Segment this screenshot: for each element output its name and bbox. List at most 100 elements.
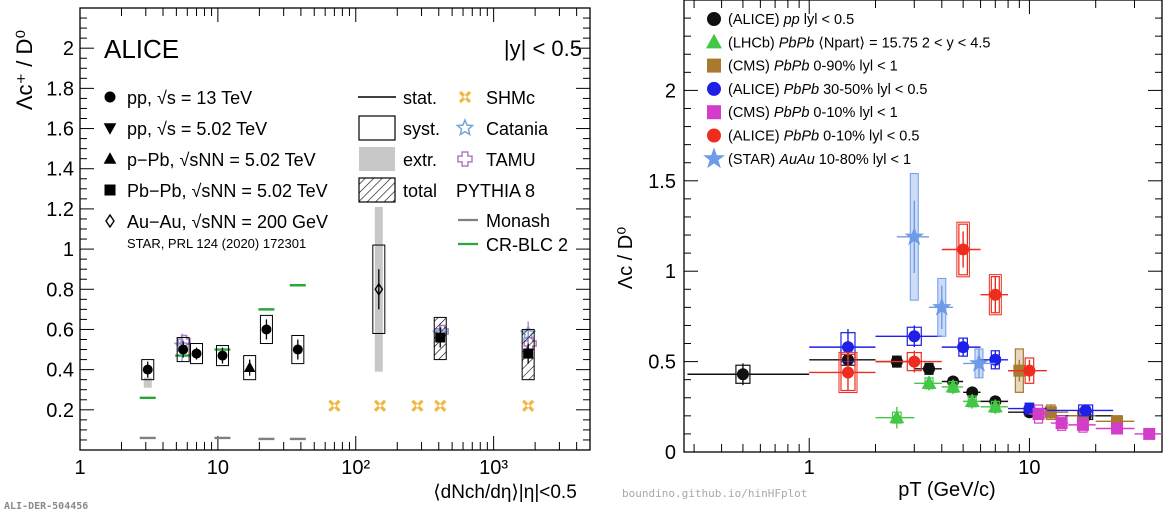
syst-box: [259, 314, 273, 345]
extr-band: [143, 377, 152, 388]
legend-total-box: [358, 177, 396, 203]
left-x-tick-labels: 1 10 10² 10³: [74, 457, 508, 479]
legend-marker-lhcb-pbpb: [706, 33, 722, 49]
legend-label-star-auau: (STAR) AuAu 10-80% lyl < 1: [728, 152, 911, 168]
series-alice-30-50: [809, 325, 1114, 417]
legend-label-lhcb-pbpb: (LHCb) PbPb ⟨Npart⟩ = 15.75 2 < y < 4.5: [728, 35, 990, 51]
data-point-cms-0-10: [1143, 427, 1156, 440]
legend-extr-label: extr.: [403, 150, 437, 170]
rapidity-label: |y| < 0.5: [504, 36, 582, 61]
legend-catania-star: [455, 118, 475, 137]
left-y-tick-label: 0.6: [46, 319, 74, 341]
shmc-mark: [328, 399, 341, 412]
syst-box: [372, 244, 386, 334]
data-point-alice-30-50: [841, 341, 854, 354]
data-point-cms-0-10: [1055, 417, 1068, 430]
left-y-tick-label: 2: [63, 38, 74, 60]
legend-syst-label: syst.: [403, 119, 440, 139]
data-point-alice-pp: [736, 368, 749, 381]
legend-label-cms-0-90: (CMS) PbPb 0-90% lyl < 1: [728, 59, 898, 75]
syst-box: [176, 336, 190, 363]
right-y-tick-label: 0.5: [648, 352, 676, 374]
legend-marker-cms-0-10: [707, 105, 721, 120]
data-point-lhcb-pbpb: [889, 409, 905, 424]
legend-label-alice-pp: (ALICE) pp lyl < 0.5: [728, 12, 854, 28]
legend-crblc-label: CR-BLC 2: [486, 235, 568, 255]
left-y-tick-labels: 0.2 0.4 0.6 0.8 1 1.2 1.4 1.6 1.8 2: [46, 38, 74, 422]
legend-shmc-label: SHMc: [486, 88, 535, 108]
left-x-axis-title: ⟨dNch/dη⟩|η|<0.5: [433, 482, 577, 503]
shmc-mark: [373, 399, 387, 412]
left-y-tick-label: 1.4: [46, 159, 74, 181]
legend-system-marker-square: [104, 184, 116, 196]
data-point-lhcb-pbpb: [964, 393, 980, 407]
legend-reference: STAR, PRL 124 (2020) 172301: [127, 236, 306, 251]
legend-pythia-label: PYTHIA 8: [456, 181, 535, 201]
data-point-circle: [217, 350, 228, 361]
data-point-alice-0-10: [989, 288, 1002, 301]
left-y-tick-label: 0.8: [46, 279, 74, 301]
data-point-alice-30-50: [908, 330, 921, 343]
legend-shmc-x-c: [463, 95, 467, 99]
syst-box: [291, 334, 305, 365]
syst-box: [141, 359, 155, 381]
data-point-circle: [178, 344, 189, 355]
shmc-mark-c: [332, 404, 336, 408]
data-point-circle: [292, 344, 303, 355]
left-y-tick-label: 1: [63, 239, 74, 261]
data-point-alice-pp: [923, 362, 936, 375]
right-x-axis-title: pT (GeV/c): [898, 479, 995, 501]
legend-system-marker-diamond: [105, 213, 115, 229]
legend-uncertainties: stat. syst. extr. total: [358, 88, 440, 203]
shmc-mark: [434, 399, 447, 412]
right-x-tick-labels: 1 10: [804, 457, 1041, 479]
legend-marker-star-auau: [703, 147, 725, 169]
left-data-points: [141, 206, 535, 388]
shmc-mark-c: [378, 404, 382, 408]
right-y-tick-label: 1.5: [648, 171, 676, 193]
legend-label-cms-0-10: (CMS) PbPb 0-10% lyl < 1: [728, 105, 898, 121]
data-point-alice-0-10: [908, 355, 921, 368]
data-point-square: [435, 332, 446, 343]
right-y-axis-title: Λc / D⁰: [615, 227, 637, 290]
experiment-label: ALICE: [104, 34, 179, 64]
shmc-mark: [411, 399, 424, 412]
right-y-tick-label: 1: [665, 261, 676, 283]
legend-system-marker-tri-up: [103, 152, 117, 164]
legend-marker-alice-30-50: [707, 81, 721, 96]
series-star-auau: [896, 173, 996, 379]
syst-box: [190, 343, 204, 365]
legend-catania-marker: [455, 118, 475, 137]
legend-system-label: Pb−Pb, √sNN = 5.02 TeV: [127, 181, 328, 201]
legend-systems: pp, √s = 13 TeV pp, √s = 5.02 TeV p−Pb, √s…: [103, 88, 328, 232]
data-point-star-auau: [932, 297, 952, 316]
data-point-lhcb-pbpb: [921, 375, 937, 389]
right-y-tick-label: 0: [665, 442, 676, 464]
left-model-curves: [139, 284, 537, 441]
legend-system-label: Au−Au, √sNN = 200 GeV: [127, 212, 328, 232]
right-y-tick-label: 2: [665, 80, 676, 102]
data-point-star-auau: [904, 226, 925, 246]
data-point-cms-0-90: [1044, 406, 1057, 419]
legend-extr-box: [359, 147, 395, 171]
legend-system-label: pp, √s = 5.02 TeV: [127, 119, 267, 139]
left-x-tick-label: 10³: [479, 457, 508, 479]
data-point-lhcb-pbpb: [987, 398, 1003, 413]
legend-tamu-label: TAMU: [486, 150, 536, 170]
left-y-tick-label: 1.6: [46, 119, 74, 141]
legend-tamu-cross: [457, 151, 473, 167]
left-axes: [79, 7, 591, 451]
left-y-tick-label: 0.4: [46, 360, 74, 382]
legend-tamu-marker: [457, 151, 473, 167]
legend-catania-label: Catania: [486, 119, 549, 139]
right-x-tick-label: 1: [804, 457, 815, 479]
right-x-tick-label: 10: [1018, 457, 1040, 479]
left-x-tick-label: 10: [207, 457, 229, 479]
data-point-star-auau: [969, 353, 989, 372]
legend-syst-box: [358, 115, 396, 141]
data-point-circle: [191, 348, 202, 359]
left-y-tick-label: 0.2: [46, 400, 74, 422]
series-alice-0-10: [809, 221, 1047, 394]
left-chart: 0.2 0.4 0.6 0.8 1 1.2 1.4 1.6 1.8 2 1 10 10² 10³ Λc⁺…: [12, 7, 591, 503]
